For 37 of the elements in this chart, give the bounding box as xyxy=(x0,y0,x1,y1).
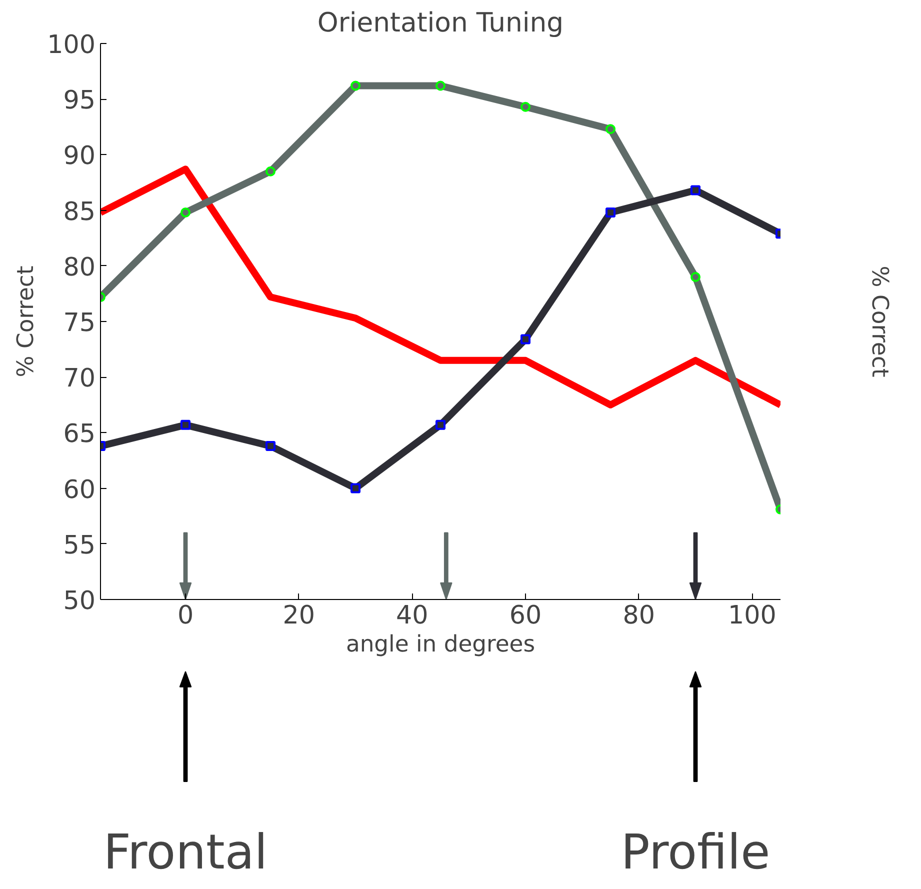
y-tick-label: 70 xyxy=(63,362,96,393)
y-tick-label: 65 xyxy=(63,418,96,448)
x-tick-label: 80 xyxy=(622,600,655,630)
y-tick-label: 75 xyxy=(63,307,96,337)
x-axis-title: angle in degrees xyxy=(346,632,536,658)
point xyxy=(606,208,616,218)
point xyxy=(180,208,190,218)
point xyxy=(520,334,530,344)
y-axis-title: % Correct xyxy=(13,266,40,378)
y-tick-label: 100 xyxy=(47,29,96,59)
point xyxy=(266,166,276,176)
point xyxy=(266,441,276,452)
point xyxy=(350,80,360,91)
ref-line-label: Profile xyxy=(620,824,770,880)
y-tick-label: 55 xyxy=(63,529,96,560)
x-tick-label: 60 xyxy=(509,600,542,630)
point xyxy=(690,272,700,282)
x-tick-label: 100 xyxy=(728,600,776,630)
y-tick-label: 80 xyxy=(63,251,96,282)
point xyxy=(180,420,190,430)
chart-title: Orientation Tuning xyxy=(317,8,564,38)
y2-axis-title: % Correct xyxy=(866,266,892,378)
x-tick-label: 40 xyxy=(396,600,428,630)
point xyxy=(606,124,616,134)
ref-line-label: Frontal xyxy=(103,824,268,880)
y-tick-label: 90 xyxy=(63,140,96,170)
point xyxy=(520,102,530,112)
point xyxy=(350,483,360,494)
y-tick-label: 85 xyxy=(63,196,96,226)
point xyxy=(690,185,700,196)
point xyxy=(436,420,446,430)
x-tick-label: 20 xyxy=(282,600,315,630)
y-tick-label: 50 xyxy=(63,585,96,615)
point xyxy=(436,80,446,91)
y-tick-label: 95 xyxy=(63,84,96,115)
y-tick-label: 60 xyxy=(63,474,96,504)
x-tick-label: 0 xyxy=(177,600,194,630)
